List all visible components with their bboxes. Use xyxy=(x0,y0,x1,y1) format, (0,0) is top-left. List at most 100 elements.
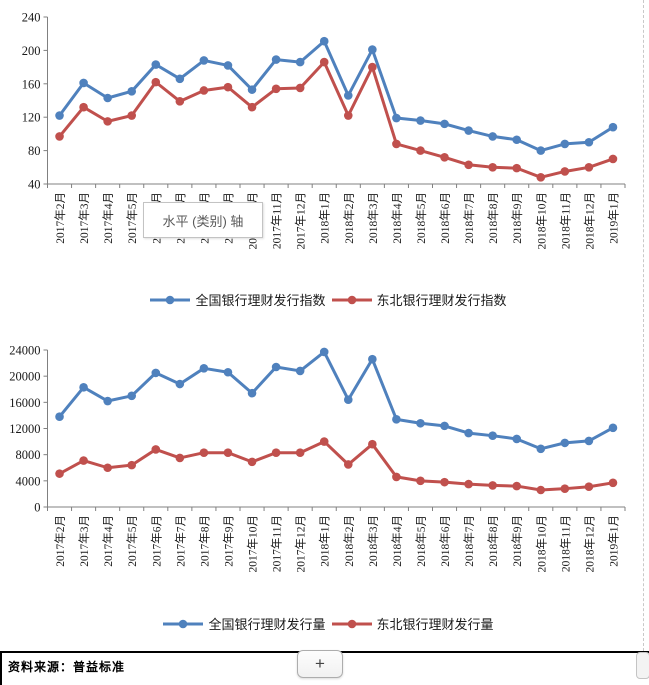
legend-item[interactable]: 全国银行理财发行指数 xyxy=(150,290,326,309)
data-point xyxy=(151,60,161,69)
data-point xyxy=(79,78,88,88)
data-point xyxy=(416,146,425,155)
x-tick-label: 2018年8月 xyxy=(486,192,500,244)
data-point xyxy=(199,364,209,373)
x-tick-label: 2017年4月 xyxy=(101,515,115,567)
legend-label: 全国银行理财发行量 xyxy=(208,617,326,632)
x-tick-label: 2018年11月 xyxy=(558,515,572,572)
y-tick-label: 240 xyxy=(22,11,41,25)
axes xyxy=(43,349,626,511)
x-tick-label: 2017年11月 xyxy=(270,192,284,249)
source-note: 资料来源：普益标准 xyxy=(8,660,126,674)
right-edge-button-fragment[interactable] xyxy=(636,652,649,679)
x-tick-label: 2017年5月 xyxy=(125,515,139,567)
legend-marker xyxy=(331,619,372,628)
data-point xyxy=(127,111,137,120)
data-point xyxy=(103,463,112,473)
data-point xyxy=(79,102,88,112)
data-point xyxy=(608,423,618,433)
x-tick-label: 2019年1月 xyxy=(606,515,620,567)
data-point xyxy=(247,102,257,112)
data-point xyxy=(127,391,137,401)
data-point xyxy=(175,74,185,84)
data-point xyxy=(464,479,473,489)
data-point xyxy=(103,117,112,126)
data-point xyxy=(416,116,425,125)
axis-tooltip-text: 水平 (类别) 轴 xyxy=(162,213,244,229)
y-tick-label: 0 xyxy=(34,501,40,515)
data-point xyxy=(175,379,185,389)
data-point xyxy=(199,448,209,458)
data-point xyxy=(368,45,377,54)
series-0 xyxy=(55,36,618,155)
data-point xyxy=(368,354,377,364)
x-tick-label: 2018年10月 xyxy=(534,192,548,250)
table-left-border xyxy=(0,651,2,685)
data-point xyxy=(440,152,449,162)
data-point xyxy=(151,77,161,87)
data-point xyxy=(560,484,570,493)
data-point xyxy=(512,481,522,491)
axis-tooltip: 水平 (类别) 轴 xyxy=(143,202,263,238)
x-tick-label: 2018年7月 xyxy=(462,192,476,244)
x-tick-label: 2018年3月 xyxy=(366,515,380,567)
x-tick-label: 2017年9月 xyxy=(221,515,235,567)
y-tick-label: 24000 xyxy=(9,344,40,358)
series-1 xyxy=(55,57,618,182)
data-point xyxy=(560,139,570,149)
legend-item[interactable]: 东北银行理财发行量 xyxy=(331,614,494,633)
x-tick-label: 2017年4月 xyxy=(101,192,115,244)
data-point xyxy=(488,481,497,490)
legend-item[interactable]: 东北银行理财发行指数 xyxy=(331,290,507,309)
x-tick-label: 2017年2月 xyxy=(53,192,67,244)
legend-label: 全国银行理财发行指数 xyxy=(195,293,326,308)
y-tick-label: 80 xyxy=(28,144,41,158)
data-point xyxy=(440,421,449,431)
data-point xyxy=(392,472,401,482)
data-point xyxy=(584,163,594,172)
x-tick-label: 2018年7月 xyxy=(462,515,476,567)
data-point xyxy=(55,132,64,141)
data-point xyxy=(608,478,618,488)
index-chart-plot[interactable]: 40 80 120 160 200 240 2017年2月 2017年3月 2017年4月 201… xyxy=(0,0,649,282)
data-point xyxy=(392,113,401,123)
data-point xyxy=(416,476,425,486)
data-point xyxy=(295,448,305,458)
x-tick-label: 2018年4月 xyxy=(390,192,404,244)
data-point xyxy=(271,84,281,94)
data-point xyxy=(151,368,161,378)
data-point xyxy=(55,412,64,422)
data-point xyxy=(175,97,185,106)
data-point xyxy=(223,82,233,92)
plus-button[interactable]: + xyxy=(297,650,343,678)
legend-marker xyxy=(150,295,191,304)
x-tick-label: 2018年12月 xyxy=(582,192,596,250)
x-tick-label: 2017年3月 xyxy=(77,192,91,244)
x-tick-label: 2017年3月 xyxy=(77,515,91,567)
data-point xyxy=(560,167,570,176)
data-point xyxy=(127,460,137,470)
series-0 xyxy=(55,347,618,454)
x-tick-label: 2017年2月 xyxy=(53,515,67,567)
volume-chart-plot[interactable]: 0 4000 8000 12000 16000 20000 24000 2017年2月 2017… xyxy=(0,333,649,608)
data-point xyxy=(55,111,64,120)
data-point xyxy=(223,61,233,70)
y-tick-label: 200 xyxy=(22,44,41,58)
data-point xyxy=(488,163,497,172)
data-point xyxy=(464,160,473,170)
x-tick-label: 2018年3月 xyxy=(366,192,380,244)
x-tick-label: 2018年11月 xyxy=(558,192,572,249)
x-tick-label: 2018年1月 xyxy=(318,515,332,567)
data-point xyxy=(584,137,594,147)
data-point xyxy=(343,91,353,100)
x-tick-label: 2018年9月 xyxy=(510,515,524,567)
x-tick-label: 2017年5月 xyxy=(125,192,139,244)
data-point xyxy=(247,388,257,398)
plus-icon: + xyxy=(315,654,325,673)
data-point xyxy=(343,395,353,405)
series-1 xyxy=(55,437,618,495)
data-point xyxy=(368,62,377,72)
legend-item[interactable]: 全国银行理财发行量 xyxy=(163,614,326,633)
data-point xyxy=(271,448,281,458)
